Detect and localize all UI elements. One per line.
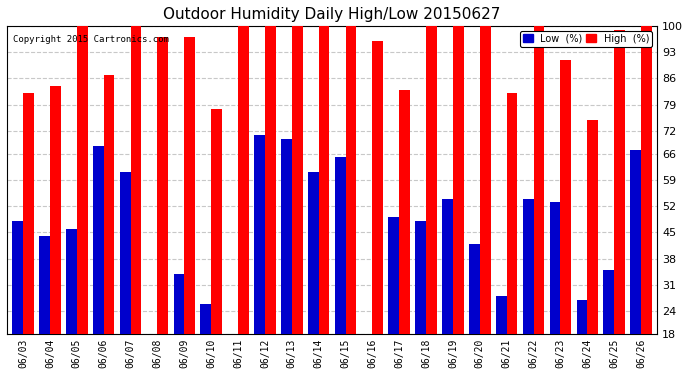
Bar — [641, 26, 652, 375]
Bar — [130, 26, 141, 375]
Bar — [453, 26, 464, 375]
Bar — [292, 26, 302, 375]
Bar — [50, 86, 61, 375]
Bar — [104, 75, 115, 375]
Bar — [335, 158, 346, 375]
Bar — [254, 135, 265, 375]
Bar — [200, 304, 211, 375]
Bar — [577, 300, 587, 375]
Bar — [604, 270, 614, 375]
Bar — [211, 108, 222, 375]
Bar — [388, 217, 400, 375]
Bar — [362, 334, 373, 375]
Bar — [469, 244, 480, 375]
Bar — [157, 37, 168, 375]
Bar — [308, 172, 319, 375]
Bar — [66, 229, 77, 375]
Bar — [415, 221, 426, 375]
Bar — [614, 30, 625, 375]
Bar — [281, 138, 292, 375]
Bar — [265, 26, 275, 375]
Bar — [550, 202, 560, 375]
Title: Outdoor Humidity Daily High/Low 20150627: Outdoor Humidity Daily High/Low 20150627 — [164, 7, 501, 22]
Bar — [346, 26, 356, 375]
Bar — [93, 146, 104, 375]
Bar — [238, 26, 249, 375]
Bar — [227, 334, 238, 375]
Bar — [319, 26, 329, 375]
Bar — [506, 93, 518, 375]
Bar — [533, 26, 544, 375]
Bar — [400, 90, 410, 375]
Bar — [496, 296, 506, 375]
Bar — [560, 60, 571, 375]
Bar — [184, 37, 195, 375]
Bar — [120, 172, 130, 375]
Bar — [174, 274, 184, 375]
Bar — [373, 41, 383, 375]
Bar — [39, 236, 50, 375]
Bar — [12, 221, 23, 375]
Bar — [426, 26, 437, 375]
Bar — [480, 26, 491, 375]
Text: Copyright 2015 Cartronics.com: Copyright 2015 Cartronics.com — [13, 35, 169, 44]
Bar — [442, 199, 453, 375]
Bar — [587, 120, 598, 375]
Bar — [147, 334, 157, 375]
Bar — [23, 93, 34, 375]
Bar — [631, 150, 641, 375]
Bar — [523, 199, 533, 375]
Legend: Low  (%), High  (%): Low (%), High (%) — [520, 31, 652, 46]
Bar — [77, 26, 88, 375]
